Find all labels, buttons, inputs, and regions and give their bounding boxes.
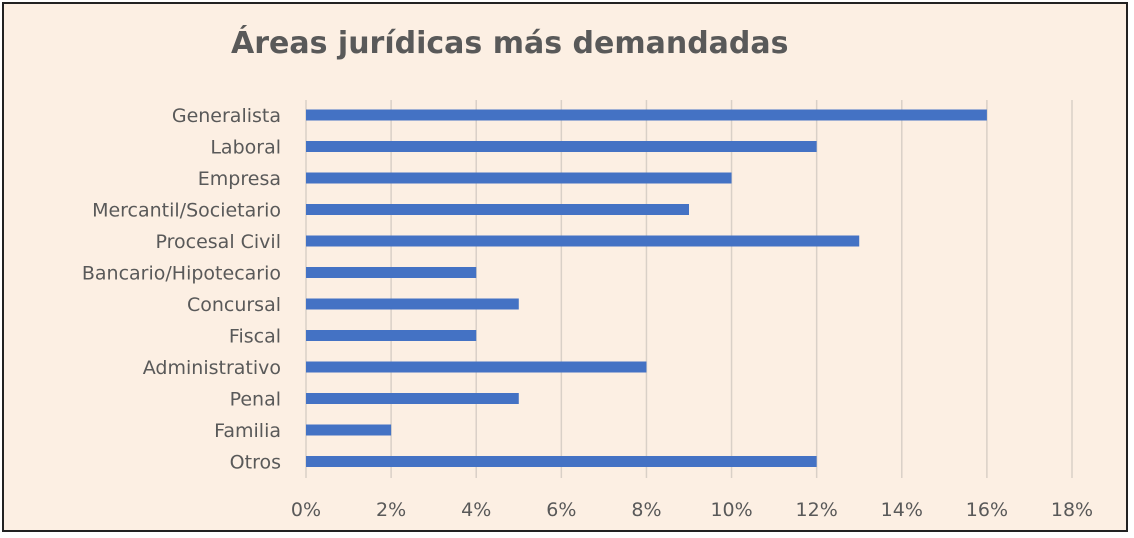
x-tick-label: 8% (631, 499, 661, 521)
category-label: Empresa (198, 168, 281, 190)
chart-title: Áreas jurídicas más demandadas (231, 26, 789, 61)
x-tick-label: 12% (796, 499, 838, 521)
bar (306, 361, 647, 373)
x-tick-label: 4% (461, 499, 491, 521)
bar (306, 235, 860, 247)
x-tick-label: 18% (1051, 499, 1093, 521)
bar (306, 141, 817, 152)
chart-frame (2, 2, 1128, 532)
category-label: Bancario/Hipotecario (82, 263, 281, 285)
x-tick-label: 14% (881, 499, 923, 521)
category-label: Procesal Civil (156, 231, 282, 253)
bar (306, 172, 732, 184)
category-label: Otros (230, 452, 281, 474)
category-label: Familia (214, 420, 281, 442)
x-tick-label: 2% (376, 499, 406, 521)
category-label: Generalista (172, 105, 281, 127)
x-tick-label: 6% (546, 499, 576, 521)
bar (306, 267, 477, 278)
x-tick-label: 10% (710, 499, 752, 521)
bar (306, 109, 987, 121)
category-label: Penal (230, 389, 281, 411)
bar (306, 424, 392, 436)
bar (306, 456, 817, 467)
category-label: Mercantil/Societario (92, 200, 281, 222)
x-tick-label: 0% (291, 499, 321, 521)
bar (306, 204, 689, 215)
category-label: Administrativo (143, 357, 281, 379)
x-tick-label: 16% (966, 499, 1008, 521)
category-label: Concursal (187, 294, 281, 316)
category-label: Fiscal (229, 326, 281, 348)
bar (306, 330, 477, 341)
bar (306, 298, 519, 310)
category-label: Laboral (210, 137, 281, 159)
bar (306, 393, 519, 404)
